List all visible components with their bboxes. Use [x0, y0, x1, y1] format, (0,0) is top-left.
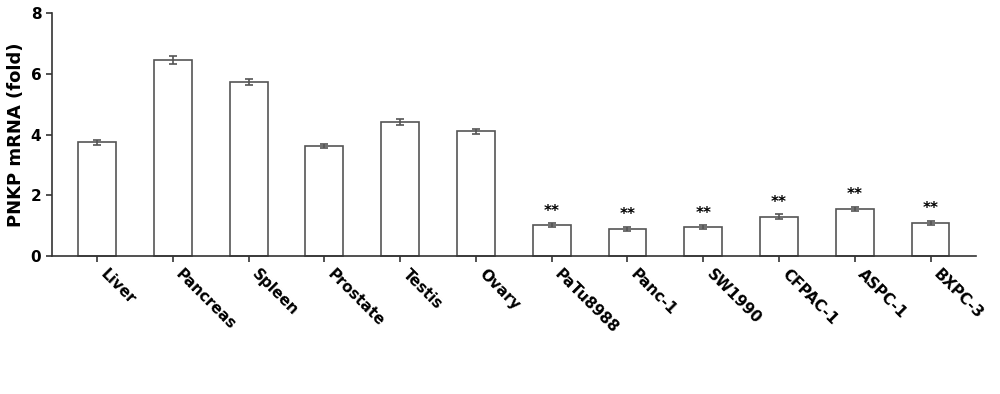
Bar	[154, 60, 192, 256]
Text: **: **	[619, 207, 635, 222]
Text: **: **	[923, 201, 939, 216]
Text: **: **	[771, 195, 787, 210]
Bar	[78, 142, 116, 256]
Bar	[457, 132, 495, 256]
Y-axis label: PNKP mRNA (fold): PNKP mRNA (fold)	[7, 42, 25, 227]
Bar	[836, 209, 874, 256]
Text: **: **	[695, 206, 711, 221]
Bar	[609, 229, 646, 256]
Bar	[230, 82, 268, 256]
Text: **: **	[544, 204, 560, 219]
Bar	[684, 227, 722, 256]
Bar	[381, 122, 419, 256]
Text: **: **	[847, 187, 863, 202]
Bar	[912, 223, 949, 256]
Bar	[305, 146, 343, 256]
Bar	[760, 217, 798, 256]
Bar	[533, 225, 571, 256]
